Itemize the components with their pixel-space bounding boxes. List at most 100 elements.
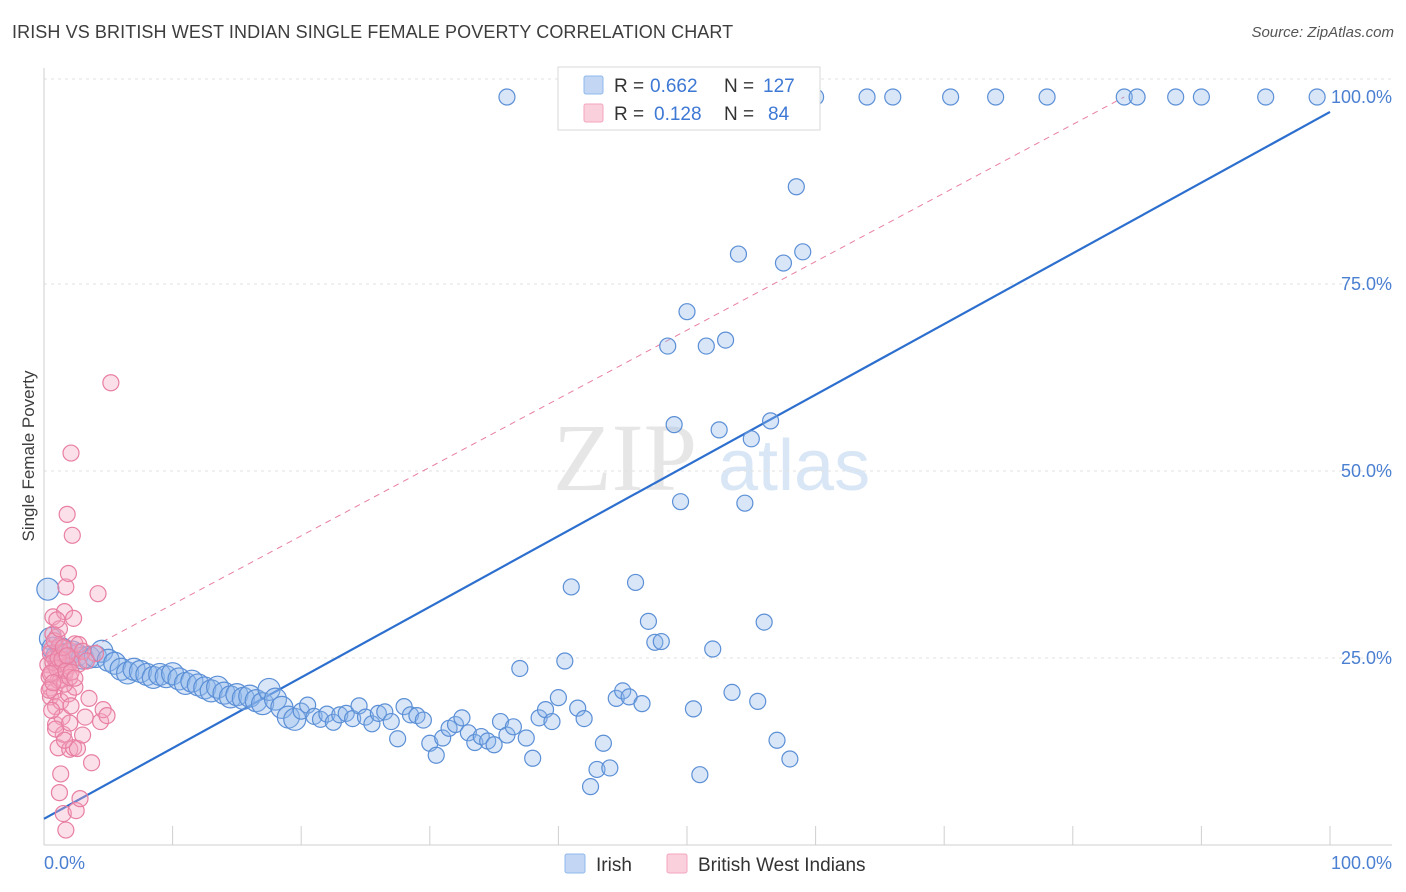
irish-point-27 <box>193 676 217 700</box>
stats-r-label-bwi: R = <box>614 104 644 125</box>
irish-point-59 <box>401 706 420 724</box>
irish-point-114 <box>755 613 773 631</box>
irish-point-119 <box>787 178 805 196</box>
legend-label-irish: Irish <box>596 855 632 876</box>
watermark-zip: ZIP <box>553 404 697 511</box>
irish-point-111 <box>736 494 754 512</box>
stats-r-label-irish: R = <box>614 76 644 97</box>
stats-n-label-bwi: N = <box>724 104 754 125</box>
bwi-point-81 <box>52 765 70 783</box>
trend-line-1 <box>43 96 1125 674</box>
irish-point-72 <box>485 736 503 754</box>
irish-point-54 <box>369 704 387 722</box>
irish-point-118 <box>781 750 799 768</box>
irish-point-30 <box>212 681 236 705</box>
trend-line-0 <box>43 110 1331 820</box>
irish-point-101 <box>671 493 690 511</box>
irish-point-61 <box>414 711 432 729</box>
data-points <box>36 88 1326 839</box>
series-legend: Irish British West Indians <box>564 853 866 876</box>
trend-lines <box>43 96 1331 820</box>
irish-point-131 <box>1115 88 1133 106</box>
irish-point-121 <box>498 88 516 106</box>
irish-point-99 <box>659 337 677 355</box>
irish-point-126 <box>858 88 876 106</box>
bwi-point-72 <box>58 647 76 665</box>
bwi-point-17 <box>50 784 69 802</box>
irish-point-134 <box>1192 88 1211 106</box>
irish-point-48 <box>331 706 349 724</box>
irish-point-68 <box>459 724 477 742</box>
irish-point-117 <box>774 254 793 272</box>
irish-point-120 <box>794 243 812 261</box>
irish-point-14 <box>109 657 133 681</box>
stats-n-value-irish: 127 <box>763 76 795 97</box>
irish-point-25 <box>180 669 204 693</box>
irish-point-67 <box>453 709 471 727</box>
irish-point-105 <box>697 337 715 355</box>
irish-point-18 <box>135 662 159 687</box>
bwi-point-30 <box>59 564 78 583</box>
bwi-point-77 <box>77 652 96 670</box>
irish-point-57 <box>389 730 407 748</box>
irish-point-136 <box>1308 88 1326 106</box>
bwi-point-47 <box>76 708 94 726</box>
x-tick-label-max: 100.0% <box>1331 853 1392 873</box>
y-tick-label-0: 25.0% <box>1341 648 1392 668</box>
irish-point-77 <box>517 729 535 747</box>
irish-point-84 <box>562 578 580 596</box>
irish-point-115 <box>761 412 780 430</box>
irish-point-53 <box>363 715 381 733</box>
irish-point-132 <box>1128 88 1146 106</box>
bwi-point-51 <box>89 585 107 603</box>
x-ticks <box>172 826 1331 845</box>
source-credit: Source: ZipAtlas.com <box>1251 24 1394 41</box>
bwi-point-35 <box>62 697 80 715</box>
stats-n-value-bwi: 84 <box>768 104 790 125</box>
gridlines <box>44 78 1392 659</box>
y-tick-label-2: 75.0% <box>1341 274 1392 294</box>
irish-point-104 <box>691 766 709 784</box>
irish-point-135 <box>1257 88 1275 106</box>
irish-point-102 <box>678 303 696 321</box>
irish-point-17 <box>128 659 153 684</box>
irish-point-94 <box>626 573 645 592</box>
bwi-point-48 <box>80 689 98 707</box>
bwi-point-27 <box>57 821 75 839</box>
irish-point-130 <box>1038 88 1056 106</box>
irish-point-106 <box>704 640 722 658</box>
axes <box>43 68 1392 846</box>
irish-point-109 <box>723 683 741 702</box>
irish-point-83 <box>556 652 574 670</box>
irish-point-96 <box>639 612 658 630</box>
bwi-point-55 <box>98 706 116 725</box>
irish-point-75 <box>504 718 522 736</box>
bwi-point-80 <box>48 611 66 629</box>
irish-point-42 <box>292 702 310 720</box>
irish-point-41 <box>283 707 307 731</box>
bwi-point-36 <box>63 526 81 544</box>
stats-legend: R = 0.662 N = 127 R = 0.128 N = 84 <box>557 66 821 131</box>
bwi-point-83 <box>61 714 79 732</box>
y-tick-label-3: 100.0% <box>1331 87 1392 107</box>
irish-point-86 <box>575 709 593 728</box>
irish-point-0 <box>36 577 60 601</box>
x-tick-label-min: 0.0% <box>44 853 85 873</box>
stats-swatch-bwi <box>583 103 604 123</box>
irish-point-81 <box>543 712 561 731</box>
irish-point-63 <box>427 746 445 764</box>
stats-swatch-irish <box>583 75 604 95</box>
irish-point-98 <box>652 632 670 651</box>
irish-point-78 <box>524 749 542 767</box>
bwi-point-28 <box>58 505 76 523</box>
irish-point-82 <box>549 689 568 707</box>
bwi-point-82 <box>55 731 74 749</box>
irish-point-64 <box>434 729 452 747</box>
irish-point-89 <box>594 734 613 752</box>
irish-point-113 <box>749 692 767 710</box>
irish-point-116 <box>768 731 786 749</box>
irish-point-88 <box>588 760 606 779</box>
irish-point-107 <box>710 421 728 439</box>
y-tick-label-1: 50.0% <box>1341 461 1392 481</box>
